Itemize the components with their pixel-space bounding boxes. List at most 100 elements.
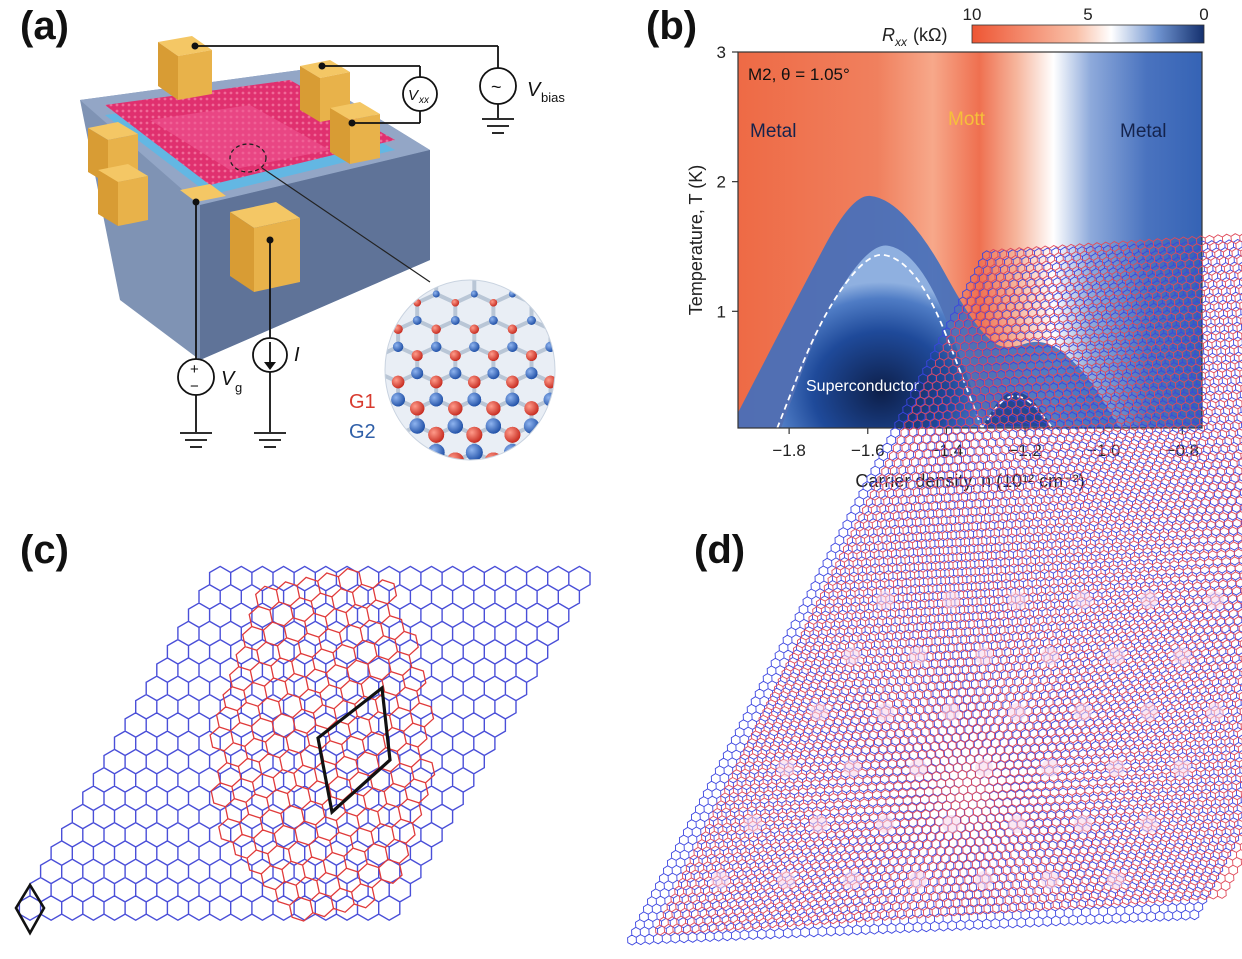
carbon-atom-g1 — [579, 478, 598, 497]
carbon-atom-g1 — [582, 376, 594, 388]
carbon-atom-g1 — [385, 452, 388, 460]
carbon-atom-g1 — [541, 478, 560, 497]
carbon-atom-g1 — [621, 376, 633, 388]
carbon-atom-g2 — [640, 367, 652, 379]
twisted-bilayer-lattice — [627, 233, 1242, 946]
carbon-atom-g1 — [644, 248, 648, 252]
carbon-atom-g2 — [587, 239, 591, 243]
carbon-atom-g1 — [601, 401, 615, 415]
carbon-atom-g2 — [602, 367, 614, 379]
carbon-atom-g2 — [453, 213, 457, 217]
carbon-atom-g1 — [510, 274, 516, 280]
carbon-atom-g2 — [521, 521, 543, 543]
carbon-atom-g1 — [510, 274, 516, 280]
carbon-atom-g1 — [389, 478, 408, 497]
carbon-atom-g1 — [697, 376, 709, 388]
carbon-atom-g1 — [654, 529, 676, 551]
carbon-atom-g1 — [713, 453, 730, 470]
carbon-atom-g1 — [427, 478, 446, 497]
carbon-atom-g1 — [468, 375, 481, 389]
carbon-atom-g1 — [355, 325, 364, 334]
carbon-atom-g1 — [542, 426, 555, 443]
carbon-atom-g2 — [680, 316, 689, 325]
carbon-atom-g2 — [502, 495, 522, 515]
carbon-atom-g2 — [620, 393, 634, 407]
carbon-atom-g1 — [597, 504, 618, 525]
carbon-atom-g1 — [375, 299, 382, 306]
carbon-atom-g2 — [547, 290, 554, 298]
carbon-atom-g2 — [542, 444, 555, 460]
carbon-atom-g1 — [292, 504, 313, 525]
carbon-atom-g2 — [355, 342, 365, 352]
carbon-atom-g2 — [567, 265, 572, 270]
x-tick-label: −1.8 — [772, 441, 806, 460]
carbon-atom-g1 — [637, 453, 654, 470]
carbon-atom-g1 — [616, 529, 638, 551]
carbon-atom-g1 — [677, 401, 691, 415]
carbon-atom-g1 — [715, 401, 729, 415]
carbon-atom-g1 — [254, 504, 275, 525]
carbon-atom-g1 — [472, 222, 476, 226]
carbon-atom-g1 — [624, 274, 630, 280]
carbon-atom-g1 — [597, 504, 618, 525]
carbon-atom-g1 — [332, 453, 349, 470]
carbon-atom-g2 — [467, 392, 482, 407]
carbon-atom-g1 — [663, 222, 667, 226]
carbon-atom-g2 — [236, 495, 256, 515]
carbon-atom-g2 — [663, 239, 667, 243]
carbon-atom-g1 — [599, 453, 616, 470]
carbon-atom-g1 — [579, 478, 598, 497]
carbon-atom-g1 — [541, 478, 560, 497]
carbon-atom-g2 — [330, 521, 352, 543]
carbon-atom-g2 — [483, 521, 505, 543]
carbon-atom-g1 — [433, 274, 439, 280]
carbon-atom-g1 — [619, 427, 635, 443]
carbon-atom-g1 — [393, 324, 403, 334]
carbon-atom-g2 — [368, 521, 390, 543]
moire-spot — [810, 703, 828, 721]
carbon-atom-g2 — [598, 470, 617, 489]
carbon-atom-g2 — [314, 444, 331, 461]
carbon-atom-g1 — [465, 478, 484, 497]
moire-spot — [942, 591, 960, 609]
carbon-atom-g1 — [430, 375, 443, 389]
carbon-atom-g2 — [719, 265, 724, 270]
carbon-atom-g2 — [394, 290, 402, 298]
carbon-atom-g1 — [675, 453, 692, 470]
dome-boundary-small — [981, 395, 1054, 428]
carbon-atom-g2 — [352, 444, 369, 461]
carbon-atom-g2 — [587, 239, 591, 243]
carbon-atom-g1 — [697, 376, 709, 388]
carbon-atom-g1 — [581, 427, 597, 443]
moire-spot — [876, 703, 894, 721]
carbon-atom-g1 — [606, 248, 610, 252]
bilayer-lattice-zoom — [236, 213, 730, 551]
carbon-atom-g2 — [542, 444, 555, 460]
carbon-atom-g1 — [597, 504, 618, 525]
carbon-atom-g1 — [521, 504, 542, 525]
carbon-atom-g2 — [638, 418, 653, 433]
carbon-atom-g1 — [472, 222, 476, 226]
carbon-atom-g1 — [294, 453, 311, 470]
carbon-atom-g1 — [466, 426, 483, 443]
carbon-atom-g2 — [603, 316, 612, 325]
carbon-atom-g2 — [579, 495, 599, 515]
carbon-atom-g1 — [410, 401, 425, 416]
carbon-atom-g2 — [693, 495, 713, 515]
carbon-atom-g2 — [580, 444, 597, 461]
carbon-atom-g1 — [674, 504, 695, 525]
carbon-atom-g2 — [527, 316, 536, 325]
carbon-atom-g1 — [584, 325, 593, 334]
carbon-atom-g1 — [471, 274, 477, 280]
carbon-atom-g2 — [562, 418, 577, 433]
carbon-atom-g1 — [445, 504, 466, 525]
carbon-atom-g1 — [296, 401, 310, 415]
carbon-atom-g1 — [334, 401, 348, 415]
moire-lattice-sketch — [14, 565, 591, 936]
carbon-atom-g2 — [637, 470, 656, 489]
carbon-atom-g1 — [524, 401, 539, 416]
carbon-atom-g2 — [618, 444, 635, 461]
carbon-atom-g1 — [314, 427, 330, 443]
carbon-atom-g2 — [542, 444, 555, 460]
carbon-atom-g1 — [693, 478, 712, 497]
